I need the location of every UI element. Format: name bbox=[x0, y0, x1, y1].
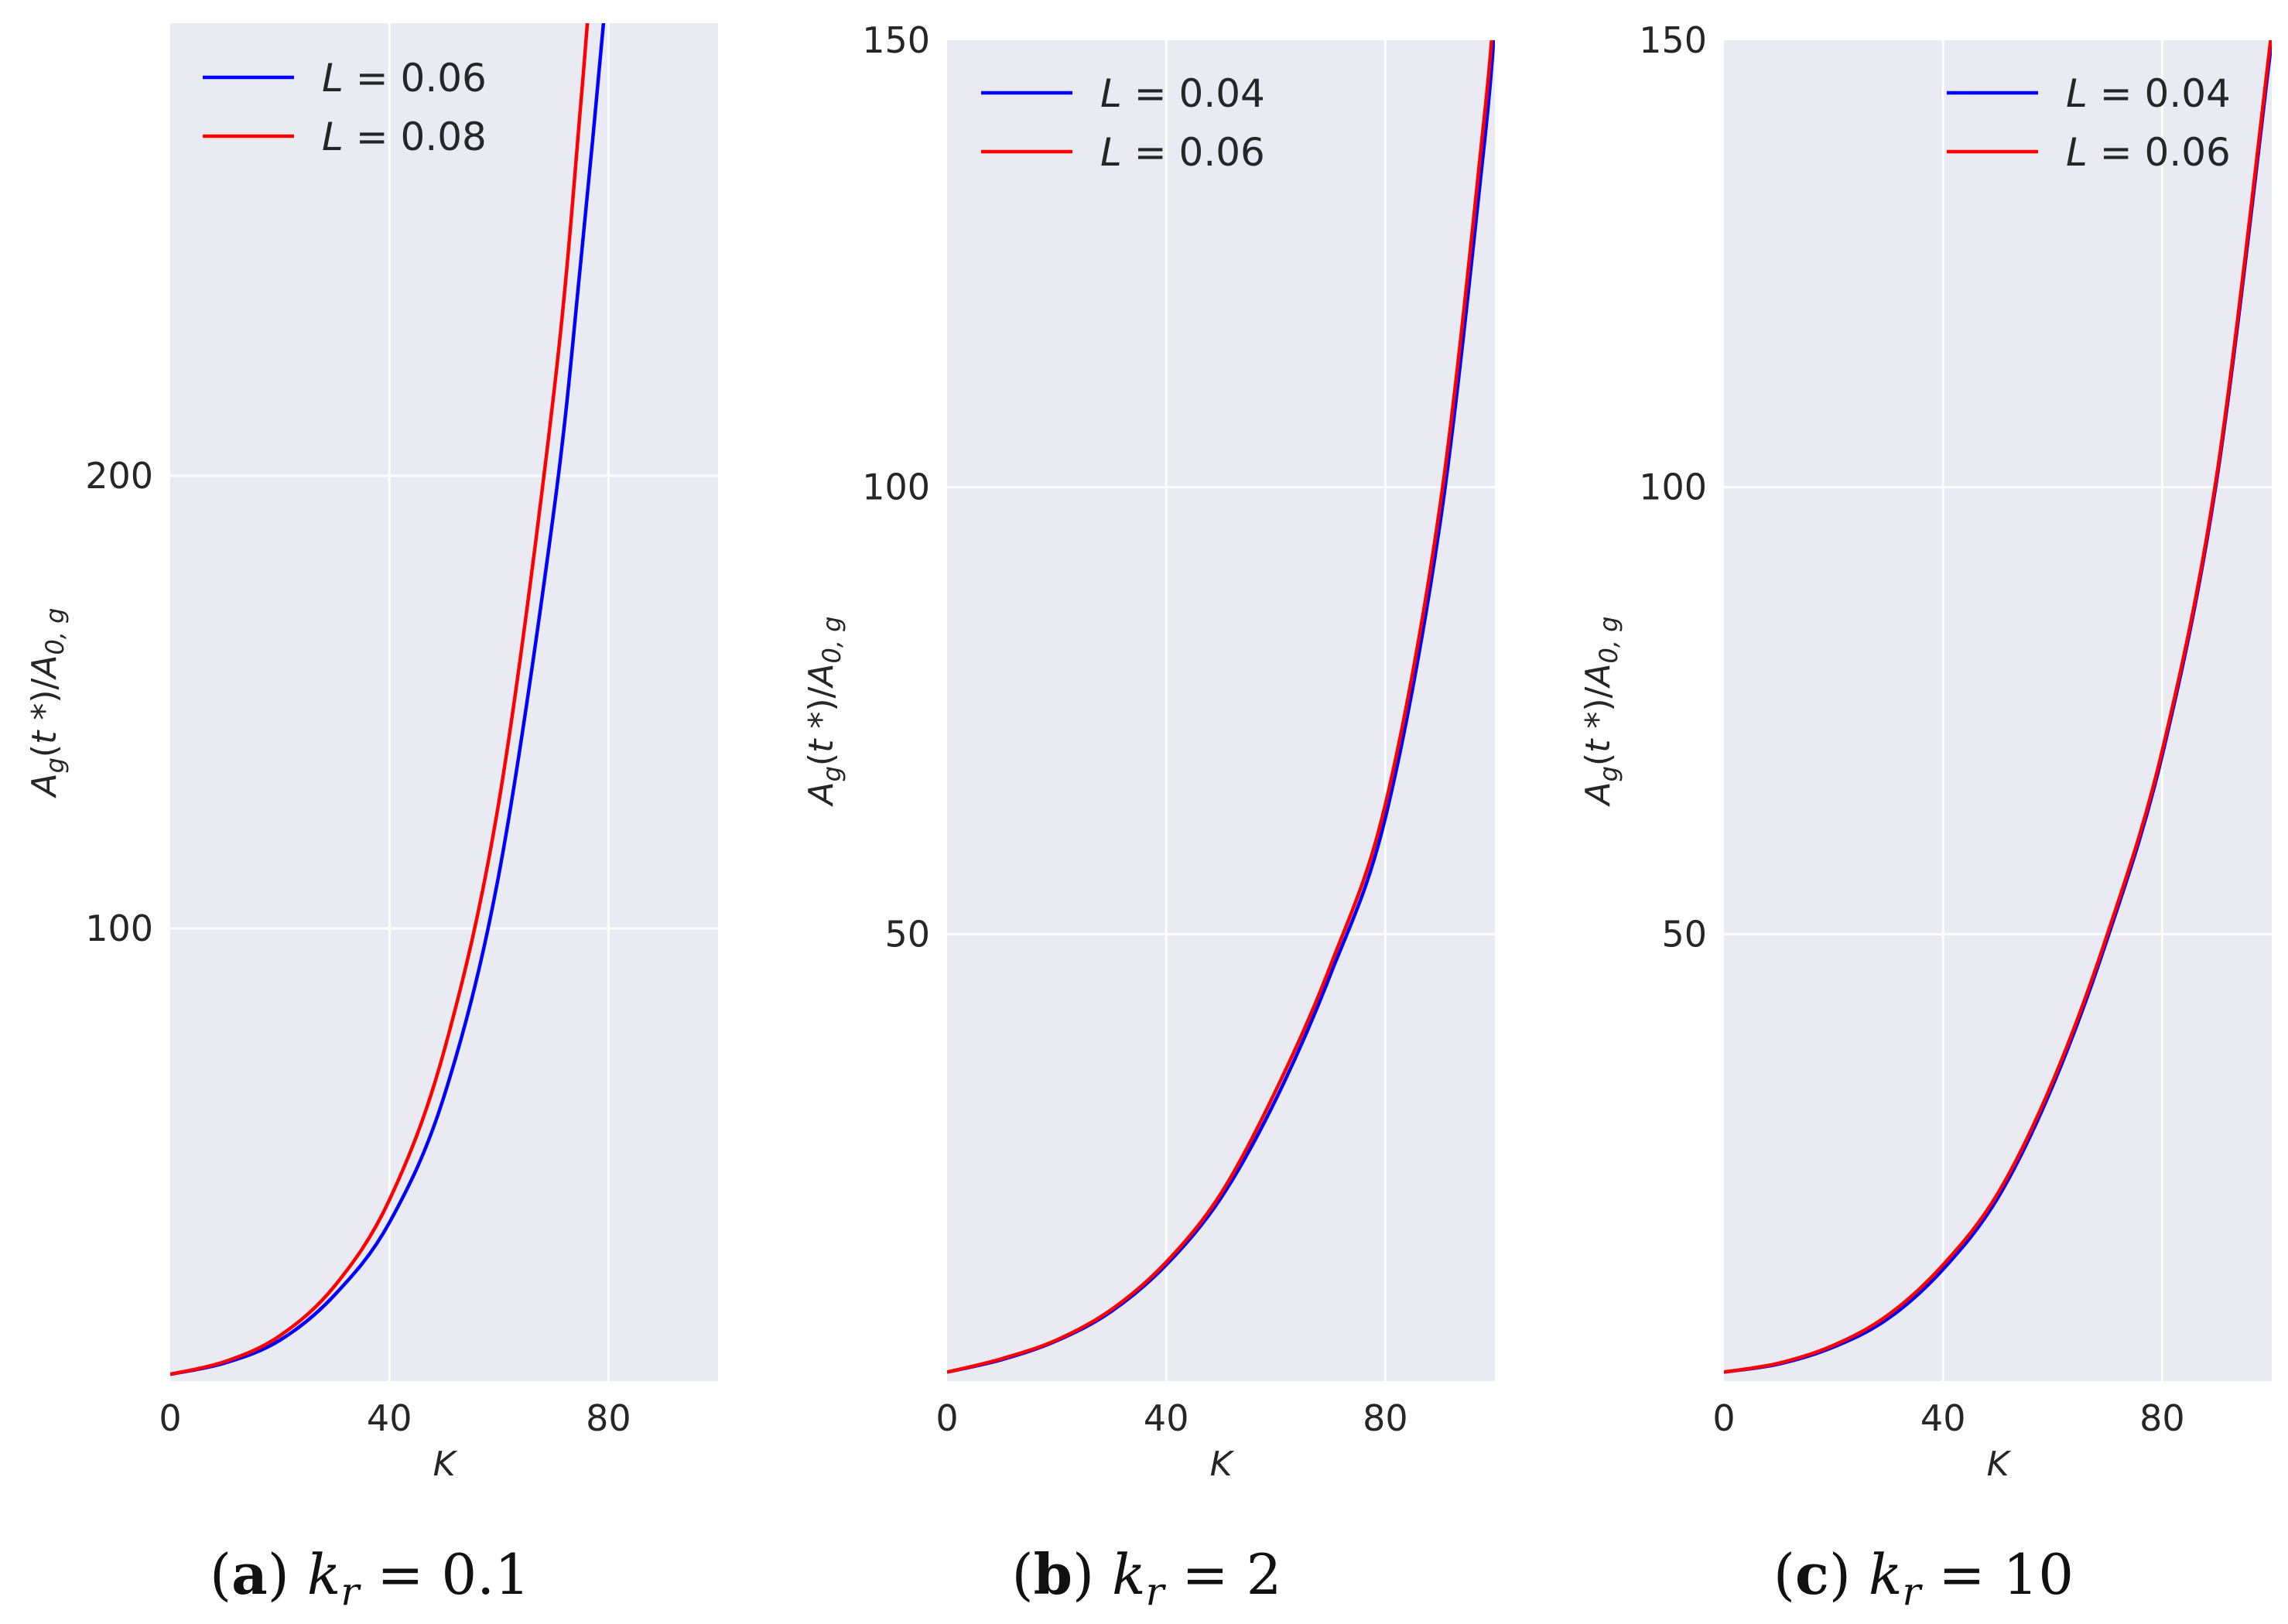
y-tick-label: 200 bbox=[85, 455, 153, 497]
plot-background bbox=[947, 40, 1495, 1381]
x-tick-label: 40 bbox=[367, 1397, 412, 1439]
y-tick-label: 100 bbox=[1639, 467, 1707, 508]
series-group bbox=[1724, 40, 2272, 1374]
legend-label: L = 0.06 bbox=[2066, 130, 2231, 175]
x-axis-label: K bbox=[433, 1445, 458, 1484]
series-group bbox=[170, 23, 606, 1376]
legend-item: L = 0.04 bbox=[981, 71, 1265, 116]
y-tick-label: 50 bbox=[884, 913, 930, 955]
legend-label: L = 0.06 bbox=[322, 56, 487, 101]
y-tick-label: 150 bbox=[1639, 19, 1707, 61]
x-axis-label: K bbox=[1210, 1445, 1235, 1484]
plot-background bbox=[1724, 40, 2272, 1381]
y-axis-label: Ag(t *)/A0, g bbox=[25, 608, 70, 799]
legend-item: L = 0.06 bbox=[981, 130, 1265, 175]
legend-label: L = 0.06 bbox=[1100, 130, 1265, 175]
chart-panel-c: 0 40 80 50 100 150 K Ag(t *)/A0, g L = 0.04 L = 0… bbox=[1578, 19, 2272, 1614]
y-tick-label: 100 bbox=[85, 908, 153, 949]
series-line-blue bbox=[170, 23, 606, 1376]
legend-item: L = 0.08 bbox=[203, 115, 487, 159]
x-tick-label: 80 bbox=[1363, 1397, 1408, 1439]
y-axis-label: Ag(t *)/A0, g bbox=[802, 617, 846, 808]
chart-panel-a: 0 40 80 100 200 K Ag(t *)/A0, g L = 0.06 L = 0.0… bbox=[25, 23, 718, 1614]
x-tick-label: 0 bbox=[1712, 1397, 1735, 1439]
x-tick-label: 40 bbox=[1144, 1397, 1189, 1439]
subfigure-caption: (a) kr = 0.1 bbox=[210, 1541, 530, 1614]
chart-panel-b: 0 40 80 50 100 150 K Ag(t *)/A0, g L = 0.04 L = 0… bbox=[802, 19, 1495, 1614]
x-tick-label: 0 bbox=[935, 1397, 958, 1439]
legend-label: L = 0.04 bbox=[1100, 71, 1265, 116]
legend-item: L = 0.06 bbox=[1947, 130, 2231, 175]
plot-background bbox=[170, 23, 718, 1381]
legend-label: L = 0.04 bbox=[2066, 71, 2231, 116]
subfigure-caption: (b) kr = 2 bbox=[1012, 1541, 1282, 1614]
y-tick-label: 100 bbox=[862, 467, 930, 508]
y-tick-label: 50 bbox=[1661, 913, 1707, 955]
legend-label: L = 0.08 bbox=[322, 115, 487, 159]
y-tick-label: 150 bbox=[862, 19, 930, 61]
x-tick-label: 80 bbox=[2139, 1397, 2185, 1439]
legend-item: L = 0.06 bbox=[203, 56, 487, 101]
subfigure-caption: (c) kr = 10 bbox=[1773, 1541, 2074, 1614]
legend-item: L = 0.04 bbox=[1947, 71, 2231, 116]
series-line-red bbox=[170, 23, 590, 1376]
x-tick-label: 40 bbox=[1920, 1397, 1966, 1439]
x-tick-label: 80 bbox=[586, 1397, 631, 1439]
x-tick-label: 0 bbox=[159, 1397, 181, 1439]
series-line-red bbox=[947, 40, 1494, 1374]
x-axis-label: K bbox=[1987, 1445, 2012, 1484]
series-group bbox=[947, 40, 1495, 1374]
series-line-red bbox=[1724, 40, 2272, 1374]
y-axis-label: Ag(t *)/A0, g bbox=[1578, 617, 1623, 808]
